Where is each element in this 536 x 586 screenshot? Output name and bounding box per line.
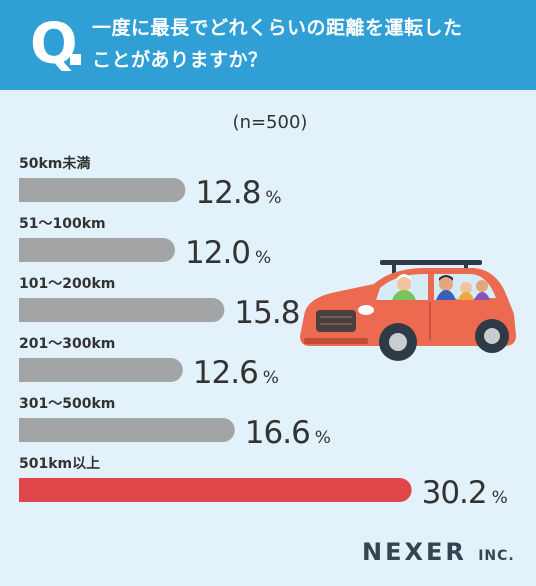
bar-left-cap	[19, 478, 31, 502]
logo-suffix: INC.	[478, 548, 515, 564]
data-label: 12.6	[193, 355, 258, 391]
data-label: 12.0	[185, 235, 250, 271]
bar-left-cap	[19, 178, 31, 202]
bar	[19, 238, 175, 262]
logo-main: NEXER	[362, 538, 467, 566]
category-label: 201～300km	[19, 336, 115, 352]
nexer-logo: NEXER INC.	[362, 538, 515, 566]
question-text: 一度に最長でどれくらいの距離を運転した ことがありますか？	[92, 12, 522, 76]
bar	[19, 178, 186, 202]
sample-size-label: (n=500)	[232, 112, 308, 133]
bar-left-cap	[19, 358, 31, 382]
question-header: Q 一度に最長でどれくらいの距離を運転した ことがありますか？	[0, 0, 536, 90]
category-label: 101～200km	[19, 276, 115, 292]
data-label-unit: %	[492, 488, 508, 508]
data-label: 12.8	[195, 175, 260, 211]
data-label-unit: %	[315, 428, 331, 448]
question-line-1: 一度に最長でどれくらいの距離を運転した	[92, 17, 463, 39]
q-dot	[70, 54, 81, 65]
data-label-unit: %	[263, 368, 279, 388]
data-label-unit: %	[255, 248, 271, 268]
bar-left-cap	[19, 298, 31, 322]
q-mark: Q	[30, 12, 78, 77]
bar	[19, 298, 225, 322]
data-label: 16.6	[245, 415, 310, 451]
bar-left-cap	[19, 238, 31, 262]
category-label: 51～100km	[19, 216, 106, 232]
bar	[19, 478, 412, 502]
bar	[19, 418, 235, 442]
category-label: 301～500km	[19, 396, 115, 412]
category-label: 50km未満	[19, 155, 90, 172]
data-label-unit: %	[265, 188, 281, 208]
car-illustration-icon	[300, 260, 516, 361]
category-label: 501km以上	[19, 456, 100, 472]
bar	[19, 358, 183, 382]
data-label: 15.8	[234, 295, 299, 331]
data-label: 30.2	[422, 475, 487, 511]
question-line-2: ことがありますか？	[92, 49, 268, 71]
bar-left-cap	[19, 418, 31, 442]
